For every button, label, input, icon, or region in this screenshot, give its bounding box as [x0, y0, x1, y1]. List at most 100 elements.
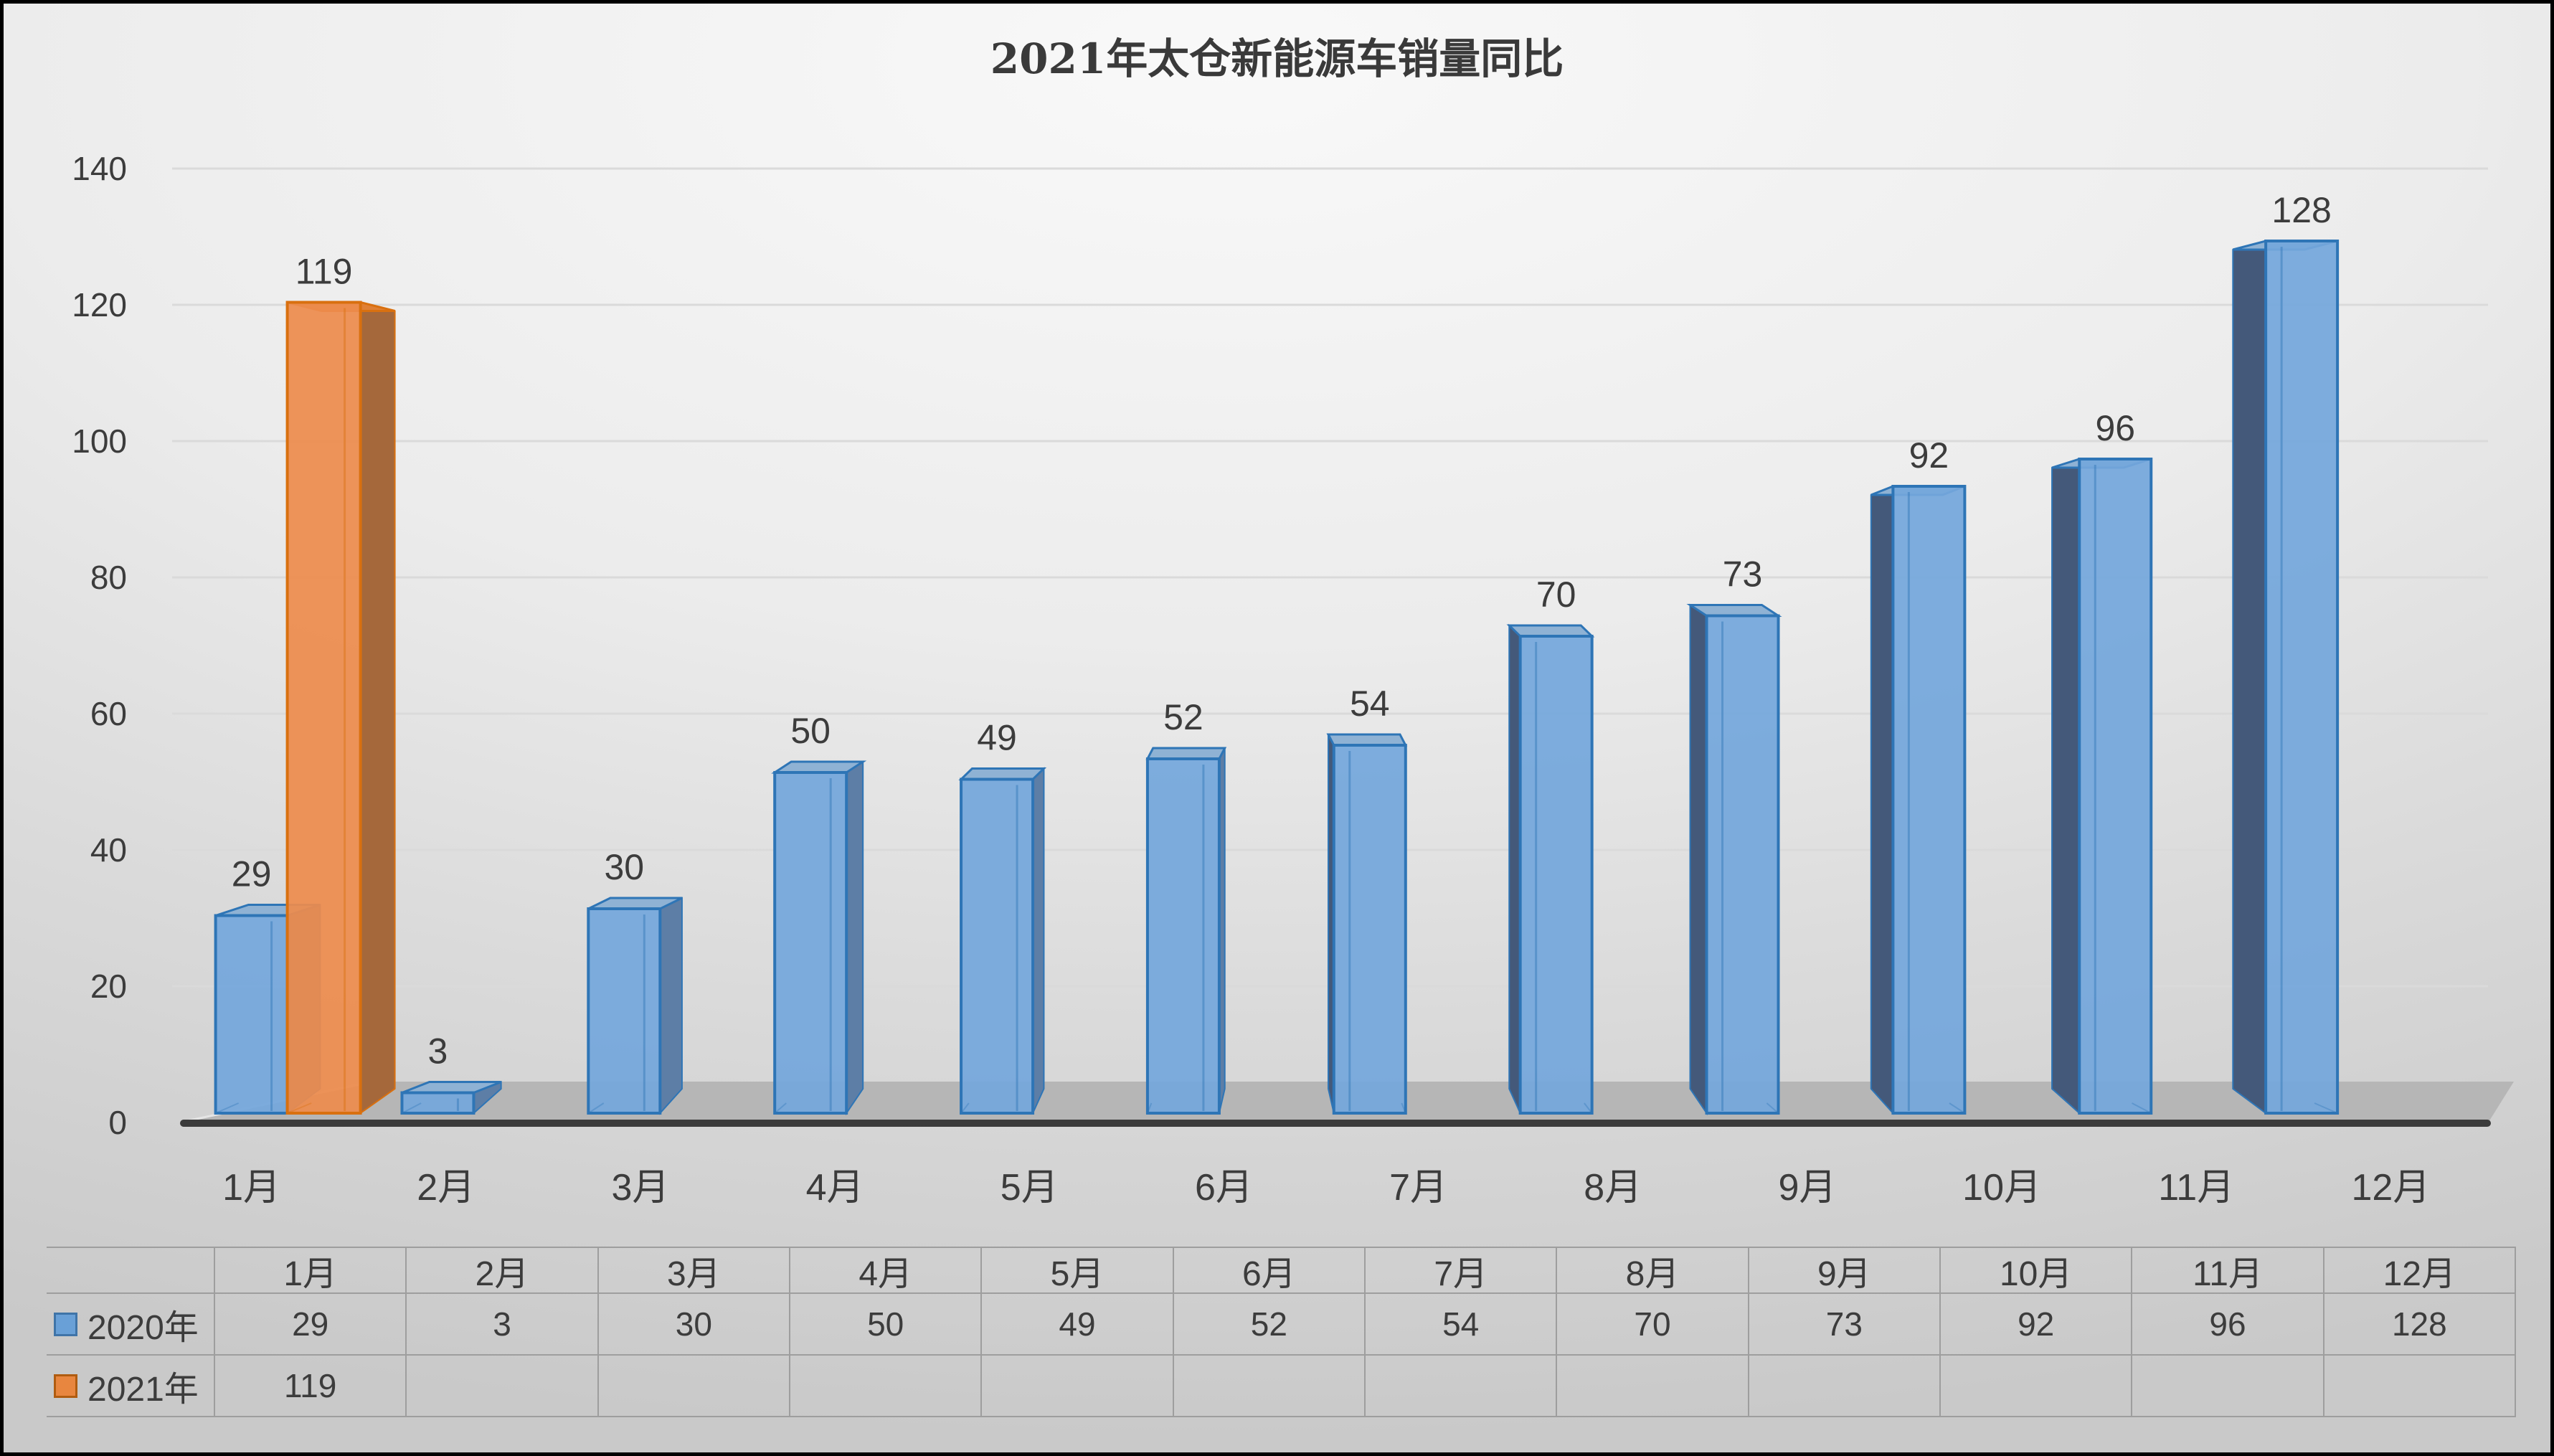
bar-value-label-2021-1月: 119 [295, 252, 353, 292]
x-axis-line [180, 1120, 2491, 1127]
bar-2021-1月-side-face [359, 301, 396, 1115]
y-axis-label-80: 80 [90, 559, 127, 596]
bar-2020-1月-inner-bottom [215, 1102, 240, 1114]
x-axis-label-12月: 12月 [2351, 1167, 2430, 1209]
bar-2020-3月-inner-bottom [587, 1102, 605, 1114]
table-header-7月: 7月 [1366, 1248, 1558, 1294]
bar-2020-9月-top-face [1686, 604, 1782, 617]
table-cell-2021年-4月 [790, 1356, 983, 1417]
table-header-12月: 12月 [2324, 1248, 2516, 1294]
legend-label: 2021年 [88, 1371, 199, 1409]
table-cell-2021年-8月 [1557, 1356, 1749, 1417]
bar-2020-5月-side-face [1032, 767, 1045, 1114]
table-cell-2021年-11月 [2132, 1356, 2324, 1417]
bar-2020-12月-inner-bottom [2314, 1102, 2338, 1114]
x-axis-label-2月: 2月 [417, 1167, 475, 1209]
legend-swatch-2021年 [54, 1374, 77, 1398]
bar-2020-4月-front-face [773, 771, 848, 1115]
bar-value-label-2020-2月: 3 [428, 1031, 448, 1072]
bar-value-label-2020-12月: 128 [2271, 190, 2331, 230]
bar-2020-3月-side-face [659, 897, 683, 1115]
y-axis-label-140: 140 [72, 150, 127, 187]
bar-2020-2月-front-face [400, 1091, 476, 1115]
table-cell-2020年-11月: 96 [2132, 1294, 2324, 1356]
x-axis-label-10月: 10月 [1962, 1167, 2041, 1209]
bar-value-label-2020-5月: 49 [977, 718, 1017, 758]
y-axis-label-120: 120 [72, 286, 127, 323]
table-cell-2021年-6月 [1173, 1356, 1366, 1417]
bar-2021-1月-front-face [285, 301, 362, 1115]
bar-2020-10月-side-face [1870, 485, 1894, 1115]
chart-title: 2021年太仓新能源车销量同比 [990, 34, 1564, 83]
bar-2020-5月-inner-bottom [960, 1102, 970, 1114]
bar-2020-3月-front-face [587, 907, 662, 1115]
bar-2020-7月-front-face [1332, 744, 1407, 1115]
bar-2020-7月-inner-bottom [1401, 1102, 1406, 1114]
table-cell-2021年-7月 [1366, 1356, 1558, 1417]
bar-2020-4月-inner-bottom [774, 1102, 787, 1114]
y-axis-label-0: 0 [108, 1104, 127, 1141]
x-axis-label-6月: 6月 [1195, 1167, 1253, 1209]
table-cell-2020年-4月: 50 [790, 1294, 983, 1356]
x-axis-label-11月: 11月 [2158, 1167, 2234, 1209]
bar-2020-10月-front-face [1891, 485, 1967, 1115]
x-axis-label-5月: 5月 [1001, 1167, 1059, 1209]
table-corner-cell [47, 1248, 215, 1294]
table-cell-2020年-2月: 3 [407, 1294, 599, 1356]
bar-value-label-2020-9月: 73 [1723, 554, 1763, 595]
table-cell-2020年-6月: 52 [1173, 1294, 1366, 1356]
table-cell-2020年-10月: 92 [1941, 1294, 2133, 1356]
bar-2020-11月-inner-bottom [2132, 1102, 2152, 1114]
bar-value-label-2020-8月: 70 [1536, 575, 1576, 615]
table-cell-2021年-1月: 119 [215, 1356, 407, 1417]
table-cell-2020年-7月: 54 [1366, 1294, 1558, 1356]
bar-2020-6月-front-face [1145, 757, 1221, 1115]
bar-value-label-2020-6月: 52 [1163, 697, 1203, 737]
bar-value-label-2020-3月: 30 [605, 847, 645, 887]
table-cell-2020年-9月: 73 [1749, 1294, 1941, 1356]
bar-2020-6月-top-face [1145, 747, 1227, 760]
table-header-2月: 2月 [407, 1248, 599, 1294]
table-cell-2021年-9月 [1749, 1356, 1941, 1417]
table-header-3月: 3月 [598, 1248, 790, 1294]
bar-value-label-2020-10月: 92 [1909, 435, 1949, 476]
table-cell-2020年-1月: 29 [215, 1294, 407, 1356]
bar-2020-8月-top-face [1506, 624, 1595, 638]
table-cell-2021年-5月 [982, 1356, 1174, 1417]
table-header-8月: 8月 [1557, 1248, 1749, 1294]
x-axis-label-1月: 1月 [222, 1167, 280, 1209]
table-cell-2020年-8月: 70 [1557, 1294, 1749, 1356]
bar-2020-8月-front-face [1518, 635, 1594, 1115]
table-cell-2021年-3月 [598, 1356, 790, 1417]
bar-2020-5月-front-face [960, 777, 1035, 1115]
bar-2020-11月-front-face [2078, 458, 2153, 1115]
bar-2020-9月-front-face [1705, 614, 1780, 1115]
table-cell-2020年-12月: 128 [2324, 1294, 2516, 1356]
bar-2020-6月-inner-bottom [1146, 1102, 1153, 1114]
x-axis-label-3月: 3月 [611, 1167, 669, 1209]
y-axis-label-20: 20 [90, 968, 127, 1005]
bar-2020-4月-side-face [846, 760, 864, 1116]
bar-value-label-2020-11月: 96 [2095, 408, 2135, 448]
x-axis-label-4月: 4月 [806, 1167, 864, 1209]
y-axis-label-60: 60 [90, 695, 127, 732]
table-header-11月: 11月 [2132, 1248, 2324, 1294]
bar-2020-1月-front-face [214, 914, 289, 1115]
x-axis-label-9月: 9月 [1778, 1167, 1836, 1209]
bar-2020-11月-side-face [2051, 458, 2081, 1115]
bar-2020-4月-top-face [771, 760, 867, 774]
x-axis-label-8月: 8月 [1584, 1167, 1642, 1209]
bar-chart-plot: 0 20 40 60 80 100 120 140 29 119 1月 3 2月 30 3月 50 4月 49 5月… [72, 150, 2514, 1209]
legend-label: 2020年 [88, 1309, 199, 1347]
table-header-4月: 4月 [790, 1248, 983, 1294]
table-cell-2021年-10月 [1941, 1356, 2133, 1417]
bar-2020-10月-inner-bottom [1949, 1102, 1965, 1114]
bar-value-label-2020-7月: 54 [1350, 684, 1390, 724]
table-header-5月: 5月 [982, 1248, 1174, 1294]
chart-data-table: 1月 2月 3月 4月 5月 6月 7月 8月 9月 10月 11月 12月 2020年 29 3 30 50 4… [47, 1247, 2516, 1417]
bar-2021-1月-inner-bottom [287, 1102, 312, 1114]
table-header-6月: 6月 [1173, 1248, 1366, 1294]
table-cell-2020年-5月: 49 [982, 1294, 1174, 1356]
x-axis-label-7月: 7月 [1389, 1167, 1447, 1209]
